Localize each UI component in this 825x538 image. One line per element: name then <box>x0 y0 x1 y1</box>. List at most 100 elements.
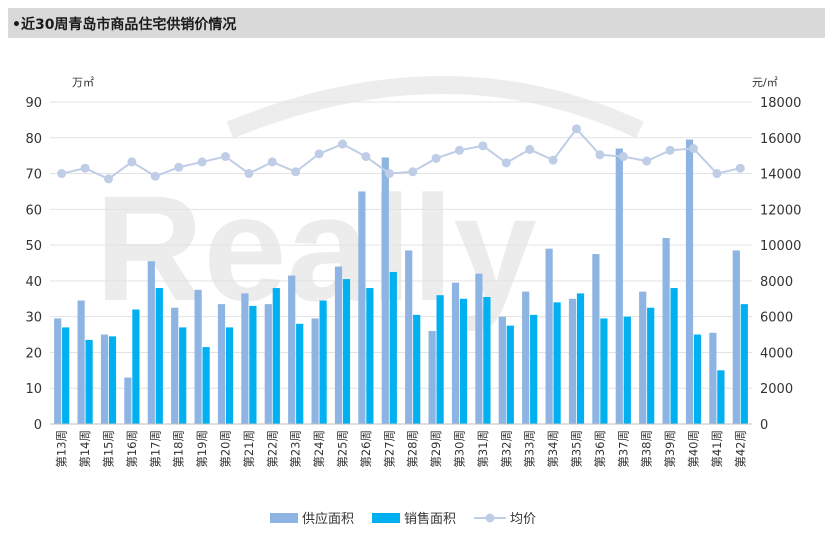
price-point <box>127 157 137 167</box>
sales-bar <box>623 316 631 424</box>
legend: 供应面积 销售面积 均价 <box>270 511 536 527</box>
x-tick-label: 第24周 <box>312 430 326 468</box>
price-point <box>525 144 535 154</box>
sales-bar <box>249 305 257 424</box>
supply-bar <box>288 275 296 424</box>
price-point <box>431 153 441 163</box>
x-tick-label: 第35周 <box>570 430 584 468</box>
y-left-tick-label: 90 <box>25 96 42 111</box>
supply-bar <box>662 237 670 424</box>
supply-bar <box>264 304 272 424</box>
supply-bar <box>241 293 249 424</box>
x-tick-label: 第41周 <box>710 430 724 468</box>
sales-bar <box>319 300 327 424</box>
legend-swatch-supply <box>270 513 298 523</box>
x-tick-label: 第16周 <box>125 430 139 468</box>
grid-lines <box>50 101 752 389</box>
supply-bar <box>381 157 389 424</box>
supply-bar <box>77 300 85 424</box>
supply-bar <box>428 330 436 424</box>
price-point <box>174 162 184 172</box>
supply-bar <box>475 273 483 424</box>
price-point <box>244 169 254 179</box>
sales-bar <box>413 314 421 424</box>
price-point <box>501 158 511 168</box>
sales-bar <box>155 288 163 424</box>
sales-bar <box>483 296 491 424</box>
supply-bar <box>100 334 109 424</box>
sales-bar <box>366 288 374 424</box>
supply-bar <box>685 139 694 425</box>
y-left-unit: 万㎡ <box>72 76 94 89</box>
axes: 0 10 20 30 40 50 60 70 80 90 0 2000 4000 6000 8000 1000… <box>25 76 801 468</box>
supply-bar <box>709 332 717 424</box>
bar-group <box>54 139 748 425</box>
x-tick-label: 第32周 <box>499 430 513 468</box>
y-left-tick-label: 80 <box>25 132 42 147</box>
y-right-unit: 元/㎡ <box>752 76 778 89</box>
price-point <box>735 163 745 173</box>
y-right-tick-label: 14000 <box>760 168 801 183</box>
legend-label-sales: 销售面积 <box>404 511 456 527</box>
sales-bar <box>670 288 678 424</box>
y-left-tick-label: 70 <box>25 168 42 183</box>
y-right-tick-label: 0 <box>760 418 768 433</box>
x-tick-label: 第26周 <box>359 430 373 468</box>
price-point <box>314 149 324 159</box>
x-tick-label: 第17周 <box>148 430 162 468</box>
x-tick-label: 第29周 <box>429 430 443 468</box>
supply-bar <box>568 298 577 424</box>
y-left-tick-label: 40 <box>25 275 42 290</box>
x-tick-label: 第38周 <box>640 430 654 468</box>
y-left-tick-label: 0 <box>34 418 42 433</box>
sales-bar <box>647 307 655 424</box>
x-tick-label: 第27周 <box>382 430 396 468</box>
price-point <box>57 169 67 179</box>
supply-bar <box>639 291 647 424</box>
y-right-tick-label: 8000 <box>760 275 793 290</box>
price-point <box>665 145 675 155</box>
x-tick-label: 第42周 <box>733 430 747 468</box>
price-point <box>361 152 371 162</box>
x-tick-label: 第21周 <box>242 430 256 468</box>
y-right-tick-label: 6000 <box>760 311 793 326</box>
y-right-tick-label: 16000 <box>760 132 801 147</box>
x-tick-label: 第25周 <box>336 430 350 468</box>
chart-title-bar: •近30周青岛市商品住宅供销价情况 <box>8 8 825 38</box>
x-tick-label: 第36周 <box>593 430 607 468</box>
legend-swatch-price-point <box>485 513 495 523</box>
y-right-tick-label: 2000 <box>760 382 793 397</box>
price-point <box>267 157 277 167</box>
x-tick-label: 第22周 <box>265 430 279 468</box>
supply-bar <box>545 248 553 424</box>
price-point <box>197 157 207 167</box>
price-point <box>548 155 558 165</box>
sales-bar <box>530 314 538 424</box>
sales-bar <box>108 336 117 424</box>
supply-bar <box>615 148 623 424</box>
chart-title: •近30周青岛市商品住宅供销价情况 <box>12 17 237 33</box>
price-point <box>384 169 394 179</box>
supply-bar <box>405 250 413 424</box>
y-left-tick-label: 10 <box>25 382 42 397</box>
price-point <box>338 139 347 149</box>
x-tick-label: 第30周 <box>453 430 467 468</box>
sales-bar <box>576 293 585 424</box>
supply-bar <box>147 261 155 424</box>
price-point <box>478 141 488 151</box>
price-point <box>618 152 628 162</box>
price-point <box>572 124 581 134</box>
sales-bar <box>740 304 748 424</box>
y-left-tick-label: 50 <box>25 239 42 254</box>
supply-bar <box>171 307 179 424</box>
x-tick-label: 第23周 <box>289 430 303 468</box>
watermark: Really <box>95 76 644 332</box>
x-tick-label: 第19周 <box>195 430 209 468</box>
sales-bar <box>436 295 444 424</box>
sales-bar <box>296 323 304 424</box>
sales-bar <box>225 327 234 424</box>
price-point <box>221 152 230 162</box>
price-point <box>642 156 652 166</box>
sales-bar <box>132 309 140 424</box>
